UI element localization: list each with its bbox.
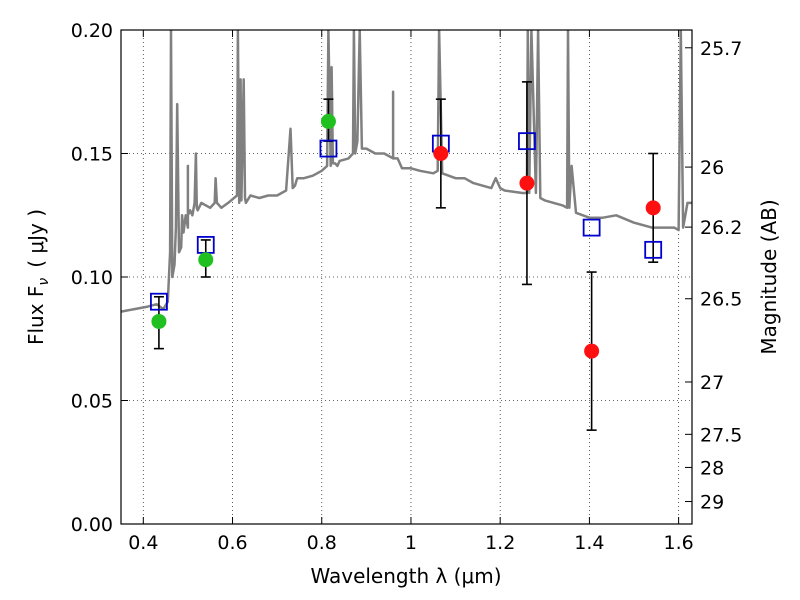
model-photometry-squares [150,132,663,311]
x-tick-label: 0.6 [217,532,247,554]
x-tick-label: 0.4 [128,532,158,554]
data-point [198,252,214,268]
x-tick-label: 1.6 [664,532,694,554]
x-tick-label: 1 [405,532,417,554]
y2-tick-label: 27 [700,372,724,394]
svg-text:Flux Fν( μJy ): Flux Fν ( μJy ) [24,209,52,345]
y2-tick-label: 25.7 [700,38,742,60]
y-tick-label: 0.20 [71,20,113,42]
y-tick-label: 0.10 [71,267,113,289]
y2-tick-label: 26.5 [700,289,742,311]
x-tick-label: 0.8 [307,532,337,554]
x-axis-label: Wavelength λ (μm) [310,564,501,588]
y-axis-label-unit: ( μJy ) [24,209,48,268]
spectrum-line [121,30,692,313]
model-square [644,240,663,259]
y2-tick-label: 26 [700,157,724,179]
y2-tick-label: 28 [700,457,724,479]
data-point [519,175,535,191]
y-tick-label: 0.00 [71,514,113,536]
y-tick-label: 0.15 [71,144,113,166]
model-square [582,218,601,237]
y2-tick-label: 29 [700,492,724,514]
y2-axis-label: Magnitude (AB) [757,199,781,354]
y2-tick-label: 26.2 [700,217,742,239]
data-point [320,113,336,129]
axis-ticks: 0.4 0.6 0.8 1 1.2 1.4 1.6 0.00 0.05 0.10 0.15 0.20 2… [71,20,743,554]
model-square [150,292,168,311]
y-axis-label-subscript: ν [36,278,52,286]
y-axis-label: Flux Fν ( μJy ) [24,209,52,345]
model-square [319,139,338,158]
data-point [584,343,600,359]
x-tick-label: 1.4 [574,532,604,554]
data-point [151,313,167,329]
x-tick-label: 1.2 [485,532,515,554]
model-square [518,132,536,151]
data-point [645,200,661,216]
y-tick-label: 0.05 [71,391,113,413]
spectrum-layer [121,30,692,313]
y2-tick-label: 27.5 [700,424,742,446]
y-axis-label-text: Flux F [24,286,48,345]
data-point [433,146,449,161]
measured-points [151,113,661,359]
error-bars [153,81,659,431]
